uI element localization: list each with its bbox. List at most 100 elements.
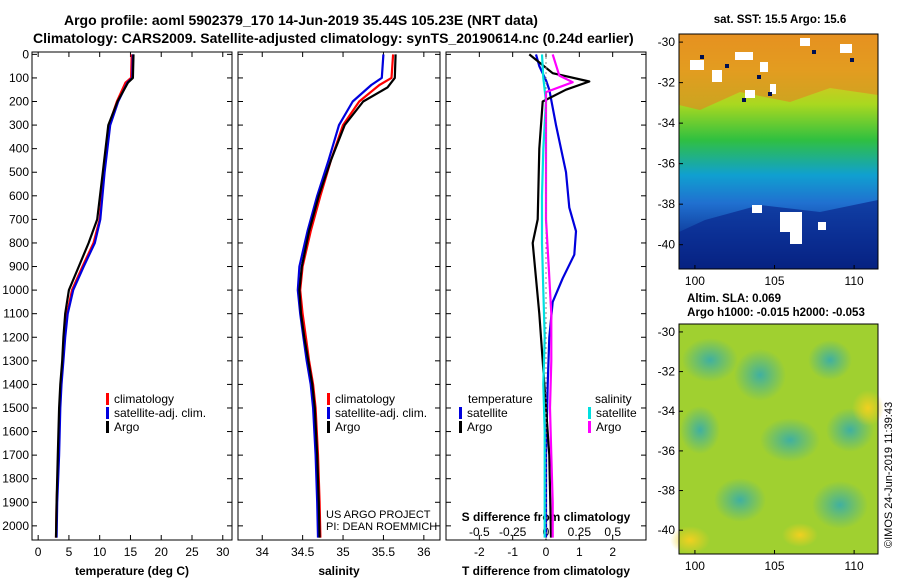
series-line-climatology: [299, 54, 395, 538]
series-line-argo: [54, 54, 135, 538]
secondary-x-tick-label: -0.25: [499, 525, 527, 539]
y-tick-label: 400: [9, 142, 29, 156]
series-line-t-argo: [528, 53, 591, 538]
series-line-t-satellite: [534, 54, 578, 538]
series-line-satellite-adj-clim-: [296, 54, 385, 538]
project-annotation: US ARGO PROJECT: [326, 509, 431, 521]
x-tick-label: 34: [256, 545, 270, 559]
sst-land-dots: [700, 50, 854, 102]
legend-swatch-t-argo: [459, 421, 462, 433]
map-y-tick-label: -34: [658, 404, 676, 418]
x-tick-label: 15: [124, 545, 138, 559]
x-tick-label: 35: [336, 545, 350, 559]
y-tick-label: 1500: [2, 401, 29, 415]
x-tick-label: 30: [216, 545, 230, 559]
x-tick-label: 20: [155, 545, 169, 559]
sla-map-subtitle: Argo h1000: -0.015 h2000: -0.053: [687, 307, 865, 319]
secondary-x-tick-label: 0.25: [568, 525, 592, 539]
y-tick-label: 700: [9, 212, 29, 226]
difference-legend: temperature satellite Argo salinity sate…: [459, 392, 637, 434]
y-tick-label: 0: [22, 47, 29, 61]
map-y-tick-label: -38: [658, 484, 676, 498]
map-x-tick-label: 100: [685, 559, 705, 573]
y-tick-label: 1900: [2, 495, 29, 509]
title-line-2: Climatology: CARS2009. Satellite-adjuste…: [33, 30, 634, 46]
secondary-x-tick-label: 0.5: [604, 525, 621, 539]
map-y-tick-label: -30: [658, 35, 676, 49]
y-tick-label: 200: [9, 95, 29, 109]
legend-swatch-s-argo: [588, 421, 591, 433]
x-tick-label: 10: [93, 545, 107, 559]
x-axis-label: salinity: [318, 564, 360, 578]
x-axis-label: T difference from climatology: [462, 564, 630, 578]
map-y-tick-label: -30: [658, 325, 676, 339]
y-tick-label: 1100: [3, 307, 29, 321]
map-y-tick-label: -36: [658, 157, 676, 171]
legend-swatch-climatology: [106, 393, 109, 405]
map-x-tick-label: 105: [765, 274, 785, 288]
map-x-tick-label: 105: [765, 559, 785, 573]
x-tick-label: 1: [576, 545, 583, 559]
legend-label-climatology: climatology: [335, 392, 395, 406]
y-tick-label: 1700: [2, 448, 29, 462]
legend-label-satellite: satellite-adj. clim.: [335, 406, 427, 420]
legend-label-argo: Argo: [114, 420, 140, 434]
plot-frame: [237, 51, 441, 541]
map-y-tick-label: -32: [658, 76, 676, 90]
x-tick-label: -2: [474, 545, 485, 559]
map-x-tick-label: 110: [845, 559, 864, 573]
y-tick-label: 1600: [2, 425, 29, 439]
plot-frame: [31, 51, 233, 541]
legend-swatch-argo: [327, 421, 330, 433]
y-tick-label: 100: [9, 71, 29, 85]
sst-cloud-mask: [690, 38, 852, 244]
temperature-legend: climatology satellite-adj. clim. Argo: [106, 392, 206, 434]
x-tick-label: 5: [66, 545, 73, 559]
map-y-tick-label: -40: [658, 238, 676, 252]
y-tick-label: 800: [9, 236, 29, 250]
legend-label-argo: Argo: [335, 420, 361, 434]
map-y-tick-label: -32: [658, 365, 676, 379]
sst-map: [678, 33, 879, 270]
title-line-1: Argo profile: aoml 5902379_170 14-Jun-20…: [64, 12, 538, 28]
legend-swatch-t-satellite: [459, 407, 462, 419]
map-x-tick-label: 110: [845, 274, 864, 288]
salinity-legend: climatology satellite-adj. clim. Argo US…: [326, 392, 437, 533]
map-y-tick-label: -36: [658, 444, 676, 458]
legend-swatch-argo: [106, 421, 109, 433]
legend-label-s-argo: Argo: [596, 420, 622, 434]
sla-map-axes: 100 105 110 -30 -32 -34 -36 -38 -40: [658, 325, 864, 573]
secondary-x-tick-label: -0.5: [469, 525, 490, 539]
y-tick-label: 1800: [2, 472, 29, 486]
sst-map-frame: [678, 33, 879, 270]
x-tick-label: 0: [35, 545, 42, 559]
y-tick-label: 300: [9, 118, 29, 132]
sla-map: [670, 323, 884, 555]
legend-label-t-satellite: satellite: [467, 406, 508, 420]
legend-label-s-satellite: satellite: [596, 406, 637, 420]
x-tick-label: -1: [507, 545, 518, 559]
map-x-tick-label: 100: [685, 274, 705, 288]
y-tick-label: 600: [9, 189, 29, 203]
legend-swatch-climatology: [327, 393, 330, 405]
legend-swatch-s-satellite: [588, 407, 591, 419]
y-tick-label: 1200: [2, 330, 29, 344]
map-y-tick-label: -40: [658, 523, 676, 537]
pi-annotation: PI: DEAN ROEMMICH: [326, 521, 437, 533]
legend-label-satellite: satellite-adj. clim.: [114, 406, 206, 420]
x-tick-label: 0: [543, 545, 550, 559]
sst-map-axes: 100 105 110 -30 -32 -34 -36 -38 -40: [658, 35, 864, 288]
map-y-tick-label: -34: [658, 116, 676, 130]
legend-swatch-satellite: [327, 407, 330, 419]
legend-title-temperature: temperature: [468, 392, 533, 406]
salinity-panel: 34 34.5 35 35.5 36 salinity: [237, 51, 441, 578]
sst-warm-patch: [679, 34, 878, 110]
x-tick-label: 25: [185, 545, 199, 559]
sst-map-title: sat. SST: 15.5 Argo: 15.6: [714, 14, 847, 26]
legend-title-salinity: salinity: [595, 392, 632, 406]
y-tick-label: 500: [9, 165, 29, 179]
x-tick-label: 35.5: [372, 545, 396, 559]
series-line-argo: [298, 54, 397, 538]
temperature-panel: 0100200300400500600700800900100011001200…: [2, 47, 233, 578]
